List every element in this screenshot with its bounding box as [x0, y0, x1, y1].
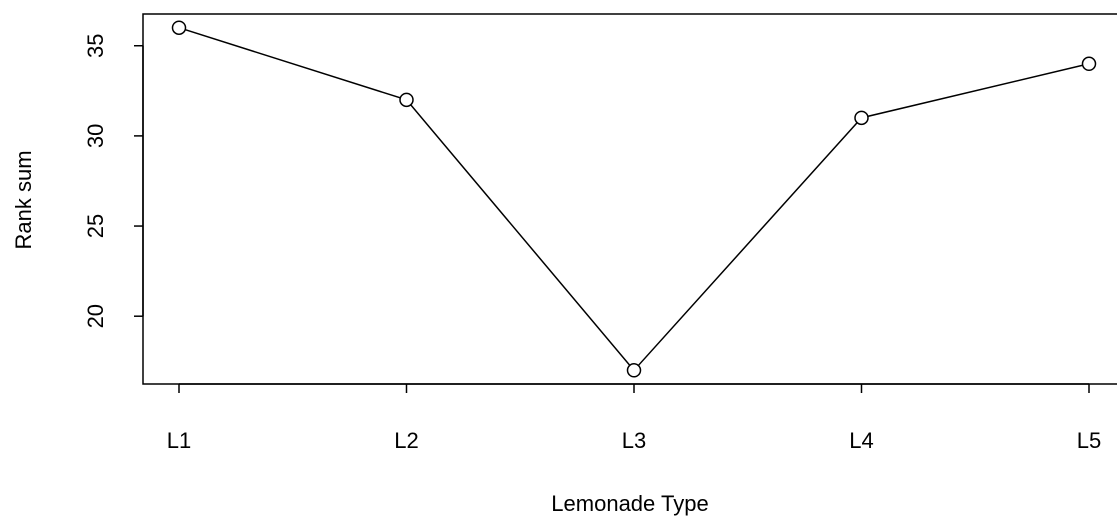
x-tick-label: L2 — [394, 428, 418, 453]
data-line — [178, 26, 1090, 372]
data-point — [171, 20, 187, 35]
data-point — [626, 363, 642, 378]
y-tick-label: 25 — [83, 214, 108, 238]
data-point — [399, 92, 414, 108]
x-axis-label: Lemonade Type — [551, 491, 708, 516]
y-tick-label: 20 — [83, 304, 108, 328]
data-point — [854, 110, 869, 126]
x-tick-label: L3 — [622, 428, 646, 453]
x-tick-label: L4 — [849, 428, 873, 453]
plot-box — [142, 13, 1117, 385]
x-tick-label: L1 — [167, 428, 191, 453]
y-tick-label: 30 — [83, 124, 108, 148]
y-tick-label: 35 — [83, 33, 108, 57]
data-point — [1081, 56, 1097, 72]
y-axis-label: Rank sum — [11, 150, 36, 249]
x-tick-label: L5 — [1077, 428, 1101, 453]
